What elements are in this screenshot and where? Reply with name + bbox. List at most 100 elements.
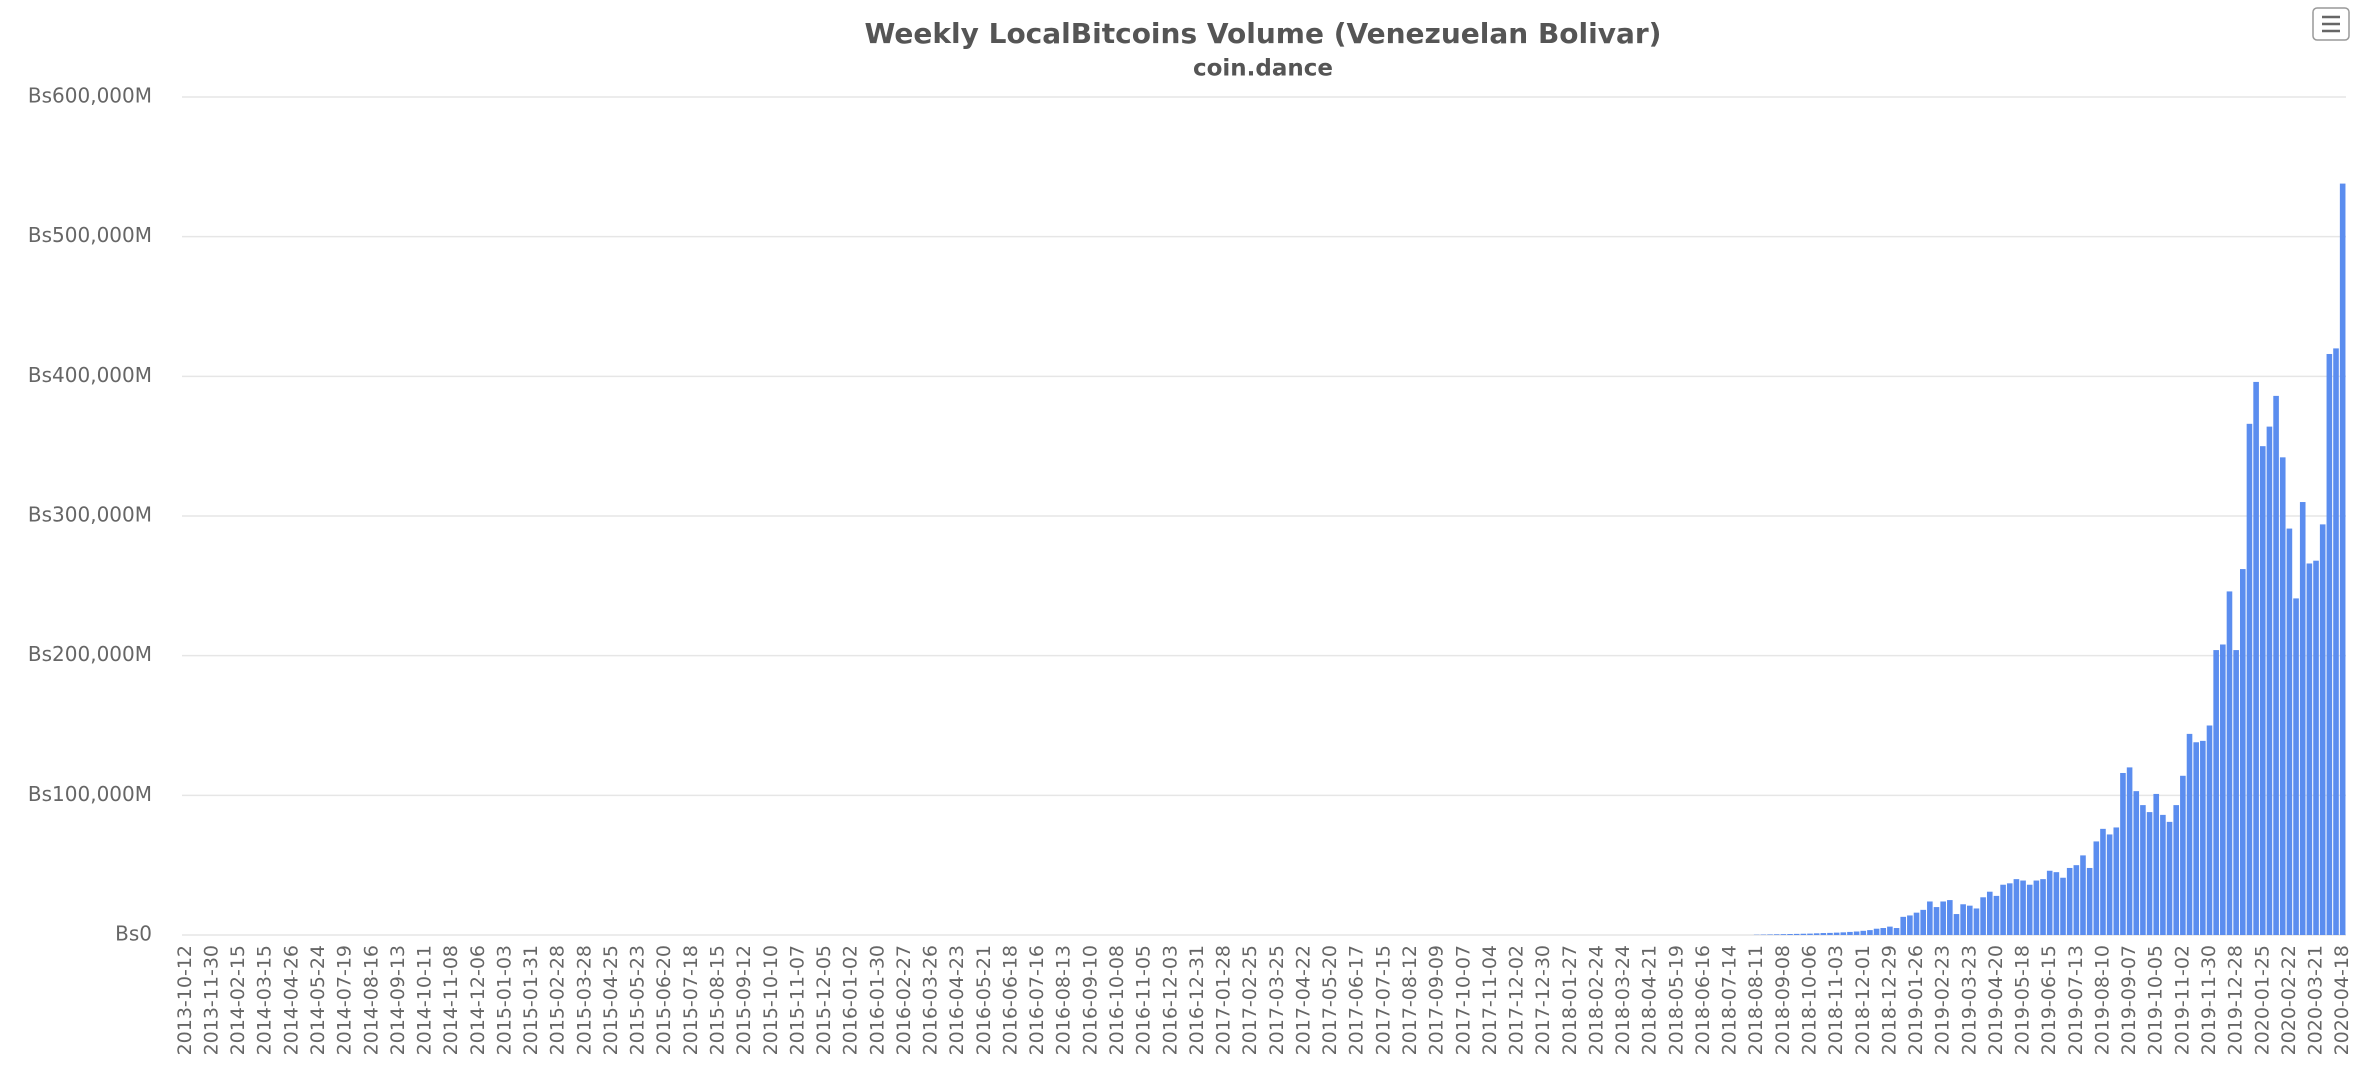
x-tick-label: 2017-06-17 [1346,945,1368,1055]
x-tick-label: 2019-11-02 [2171,945,2193,1055]
bar [2133,791,2139,935]
bar [1854,932,1860,935]
bar [2280,457,2286,935]
chart-subtitle: coin.dance [1193,56,1333,82]
x-tick-label: 2016-01-30 [866,945,888,1055]
bar [2180,776,2186,935]
bar [2000,885,2006,935]
bar [2047,871,2053,935]
x-tick-label: 2016-04-23 [946,945,968,1055]
bar [2140,805,2146,935]
x-tick-label: 2016-11-05 [1133,945,1155,1055]
x-tick-label: 2020-02-22 [2278,945,2300,1055]
bar [1821,933,1827,935]
bar [2240,569,2246,935]
bar [2187,734,2193,935]
bar [1987,892,1993,935]
x-tick-label: 2018-01-27 [1559,945,1581,1055]
x-tick-label: 2015-10-10 [760,945,782,1055]
bar [2007,883,2013,935]
bar [1960,904,1966,935]
bar [2253,382,2259,935]
x-tick-label: 2015-05-23 [627,945,649,1055]
x-tick-label: 2019-02-23 [1932,945,1954,1055]
bar [2087,868,2093,935]
x-tick-label: 2018-08-11 [1745,945,1767,1055]
bar [1947,900,1953,935]
x-tick-label: 2018-05-19 [1665,945,1687,1055]
bar [1907,915,1913,935]
x-tick-label: 2015-04-25 [600,945,622,1055]
bar [2074,865,2080,935]
bar [1767,934,1773,935]
x-tick-label: 2017-07-15 [1372,945,1394,1055]
bar [2293,598,2299,935]
x-tick-label: 2014-09-13 [387,945,409,1055]
x-tick-label: 2019-09-07 [2118,945,2140,1055]
x-tick-label: 2017-11-04 [1479,945,1501,1055]
bar [1827,933,1833,935]
bar [2220,644,2226,935]
bar [2127,767,2133,935]
bar [1980,897,1986,935]
bar [2193,742,2199,935]
x-tick-label: 2019-01-26 [1905,945,1927,1055]
bar [1834,933,1840,935]
x-tick-label: 2018-02-24 [1585,945,1607,1055]
y-tick-label: Bs300,000M [28,503,152,527]
bar [2060,878,2066,935]
menu-button[interactable] [2313,8,2349,40]
bar [1774,934,1780,935]
x-tick-label: 2018-07-14 [1719,945,1741,1055]
bar [2067,868,2073,935]
x-tick-label: 2016-12-31 [1186,945,1208,1055]
bar [2014,879,2020,935]
bar [1927,901,1933,935]
x-tick-label: 2018-09-08 [1772,945,1794,1055]
x-tick-label: 2017-12-30 [1532,945,1554,1055]
bar [1914,913,1920,935]
bar [1840,932,1846,935]
bar [2034,881,2040,935]
x-tick-label: 2016-05-21 [973,945,995,1055]
x-tick-label: 2016-02-27 [893,945,915,1055]
x-tick-label: 2014-03-15 [254,945,276,1055]
x-tick-label: 2016-07-16 [1026,945,1048,1055]
x-tick-label: 2018-06-16 [1692,945,1714,1055]
x-tick-label: 2015-01-31 [520,945,542,1055]
x-tick-label: 2019-12-28 [2225,945,2247,1055]
x-tick-label: 2014-04-26 [280,945,302,1055]
chart-title: Weekly LocalBitcoins Volume (Venezuelan … [865,17,1662,50]
x-tick-label: 2014-10-11 [414,945,436,1055]
x-tick-label: 2016-09-10 [1079,945,1101,1055]
bar [1934,907,1940,935]
x-tick-label: 2018-04-21 [1639,945,1661,1055]
bar [2027,885,2033,935]
bar [2200,741,2206,935]
x-tick-label: 2017-01-28 [1213,945,1235,1055]
y-tick-label: Bs100,000M [28,782,152,806]
x-tick-label: 2016-03-26 [920,945,942,1055]
bar [2107,834,2113,935]
x-tick-label: 2020-01-25 [2251,945,2273,1055]
x-tick-label: 2018-12-01 [1852,945,1874,1055]
x-tick-label: 2014-07-19 [334,945,356,1055]
bar [2320,524,2326,935]
x-tick-label: 2015-03-28 [573,945,595,1055]
y-tick-label: Bs600,000M [28,84,152,108]
x-tick-label: 2014-05-24 [307,945,329,1055]
bar [2167,822,2173,935]
bar [2287,529,2293,935]
bar [1794,934,1800,935]
bar [1867,930,1873,935]
bar [2313,561,2319,935]
x-tick-label: 2017-04-22 [1292,945,1314,1055]
x-tick-label: 2016-08-13 [1053,945,1075,1055]
bar [2020,881,2026,935]
bar [1967,906,1973,935]
bar [2147,812,2153,935]
x-tick-label: 2015-01-03 [493,945,515,1055]
x-tick-label: 2017-05-20 [1319,945,1341,1055]
